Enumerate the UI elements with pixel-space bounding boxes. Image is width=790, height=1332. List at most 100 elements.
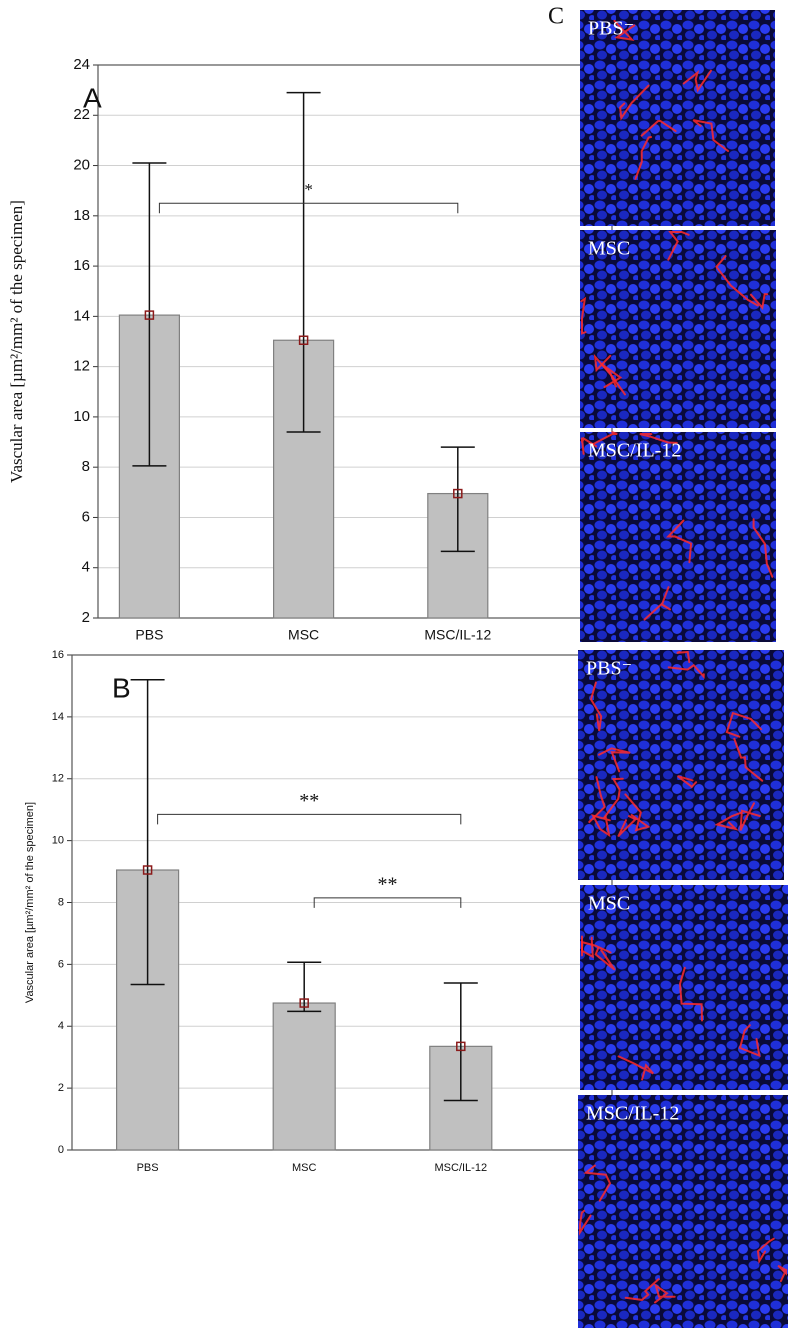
y-tick-label: 4 (58, 1020, 64, 1032)
vessel-stain (640, 119, 677, 138)
x-tick-label: MSC/IL-12 (435, 1162, 488, 1174)
vessel-stain (677, 775, 698, 789)
y-tick-label: 16 (52, 649, 64, 661)
micrograph: PBS⁻ (578, 650, 784, 880)
mean-marker (142, 865, 153, 875)
micrograph-image (580, 885, 788, 1090)
y-tick-label: 16 (73, 257, 90, 274)
vessel-stain (587, 776, 606, 824)
vessel-stain (591, 814, 611, 838)
significance-bracket (313, 897, 462, 908)
y-tick-label: 18 (73, 207, 90, 224)
y-axis-label: Vascular area [µm²/mm² of the specimen] (24, 802, 36, 1003)
x-tick-label: MSC (292, 1162, 317, 1174)
x-tick-label: MSC/IL-12 (424, 627, 491, 643)
significance-label: ** (299, 790, 319, 812)
significance-bracket (158, 202, 459, 214)
vessel-stain (667, 663, 705, 680)
micrograph: MSC (580, 230, 776, 428)
vessel-stain (624, 1278, 660, 1301)
significance-label: ** (378, 873, 398, 895)
vessel-stain (749, 293, 769, 310)
error-bar (286, 91, 321, 433)
y-tick-label: 8 (82, 458, 90, 475)
y-tick-label: 6 (82, 508, 90, 525)
vessel-stain (591, 431, 618, 446)
vessel-stain (594, 946, 616, 971)
vessel-stain (678, 966, 703, 1022)
y-tick-label: 8 (58, 896, 64, 908)
y-tick-label: 0 (58, 1144, 64, 1156)
micrograph: MSC/IL-12 (580, 431, 776, 642)
x-tick-label: MSC (288, 627, 319, 643)
y-tick-label: 2 (82, 609, 90, 626)
vessel-stain (692, 119, 729, 152)
y-tick-label: 12 (73, 358, 90, 375)
bar (272, 1002, 336, 1151)
vessel-stain (617, 815, 638, 838)
vessel-stain (752, 518, 774, 578)
vessel-stain (634, 136, 652, 180)
significance-bracket (157, 813, 462, 825)
mean-marker (144, 310, 155, 320)
mean-marker (299, 998, 309, 1008)
y-tick-label: 10 (73, 408, 90, 425)
micrograph-label: PBS⁻ (588, 18, 634, 40)
vessel-stain (579, 1209, 592, 1236)
y-tick-label: 14 (73, 307, 90, 324)
vessel-stain (777, 1264, 788, 1283)
micrograph-image (580, 10, 775, 226)
vessel-stain (643, 586, 672, 621)
vessel-stain (714, 811, 742, 831)
error-bar (132, 162, 167, 467)
micrograph-label: MSC/IL-12 (588, 440, 681, 462)
vessel-stain (738, 1024, 761, 1058)
y-tick-label: 14 (52, 711, 64, 723)
vessel-stain (598, 747, 631, 773)
vessel-stain (617, 1055, 654, 1081)
micrograph-label: MSC (588, 238, 630, 260)
vessel-stain (583, 1164, 612, 1202)
micrograph-image (578, 650, 784, 880)
error-bar (287, 961, 322, 1013)
micrograph-label: PBS⁻ (586, 658, 632, 680)
micrograph: MSC (580, 885, 788, 1090)
vessel-stain (654, 1283, 676, 1304)
y-tick-label: 6 (58, 958, 64, 970)
x-tick-label: PBS (137, 1162, 159, 1174)
significance-label: * (304, 180, 313, 199)
micrograph: MSC/IL-12 (578, 1095, 788, 1328)
error-bar (440, 446, 475, 553)
mean-marker (453, 488, 463, 499)
vessel-stain (715, 255, 759, 307)
vessel-stain (676, 651, 691, 664)
y-tick-label: 12 (52, 773, 64, 785)
vessel-stain (581, 940, 612, 957)
y-tick-label: 24 (73, 56, 90, 73)
mean-marker (298, 335, 309, 345)
y-tick-label: 4 (82, 559, 90, 576)
panel-label: A (83, 82, 102, 113)
vessel-stain (739, 802, 761, 831)
vessel-stain (581, 437, 598, 455)
y-tick-label: 10 (52, 835, 64, 847)
vessel-stain (624, 793, 651, 832)
vessel-stain (593, 353, 626, 396)
micrograph-image (578, 1095, 788, 1328)
micrograph-image (580, 230, 776, 428)
vessel-stain (589, 681, 603, 732)
vessel-stain (667, 231, 690, 261)
vessel-stain (733, 737, 764, 782)
x-tick-label: PBS (135, 627, 163, 643)
y-tick-label: 22 (73, 106, 90, 123)
vessel-stain (665, 519, 693, 564)
vessel-stain (603, 777, 624, 819)
vessel-stain (756, 1237, 775, 1265)
vessel-stain (613, 19, 636, 41)
vessel-stain (619, 84, 650, 121)
mean-marker (456, 1041, 466, 1052)
panel-label: C (548, 4, 564, 30)
error-bar (130, 679, 165, 986)
